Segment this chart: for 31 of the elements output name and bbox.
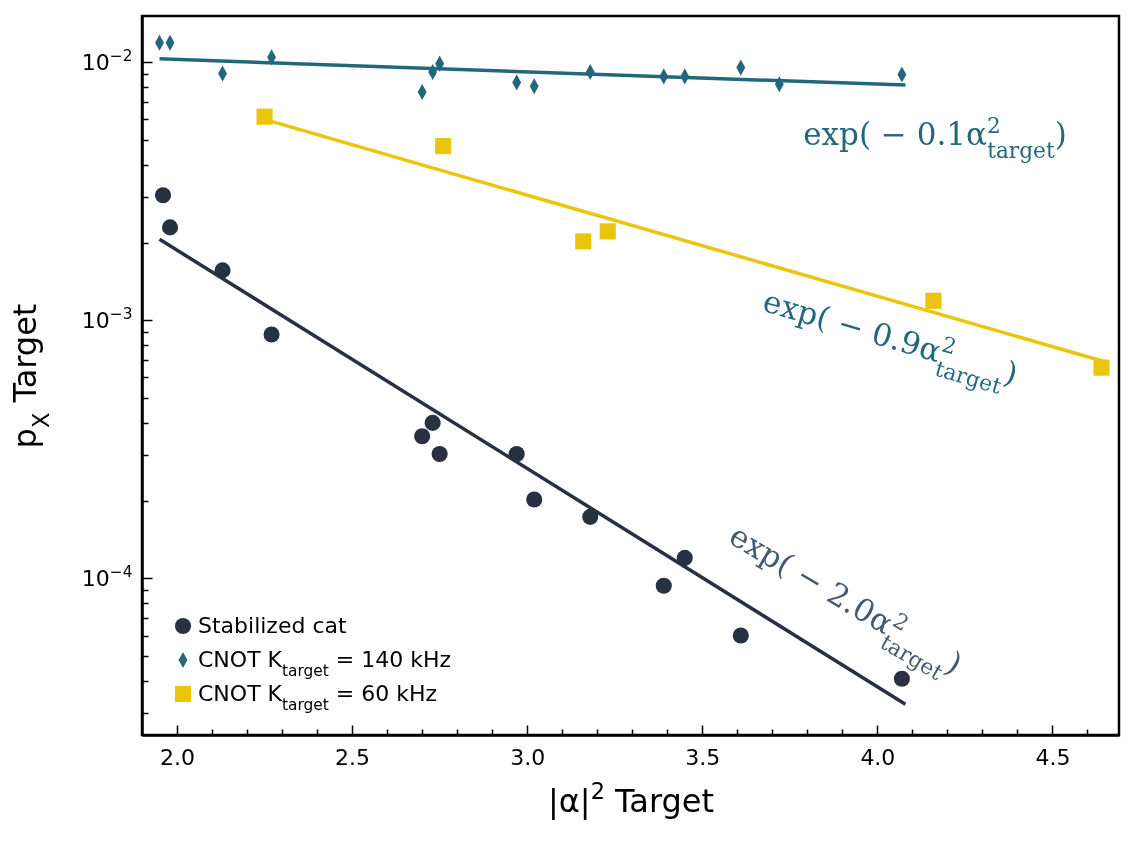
legend-label: Stabilized cat [198, 613, 347, 638]
point [431, 446, 448, 463]
x-tick-label: 2.5 [335, 744, 371, 770]
point [599, 223, 616, 240]
legend-label: CNOT K$_{target}$ = 60 kHz [198, 681, 438, 714]
y-tick-label: 10$^{−4}$ [81, 562, 133, 591]
y-tick-label: 10$^{−3}$ [81, 304, 133, 333]
x-tick-label: 2.0 [160, 744, 196, 770]
x-tick-label: 3.5 [685, 744, 721, 770]
point [925, 292, 942, 309]
annotation: exp( − 0.9α$^{2}$$_{target}$) [759, 282, 1023, 399]
point [424, 414, 441, 431]
annotation: exp( − 0.1α$^{2}$$_{target}$) [803, 112, 1067, 163]
point [526, 491, 543, 508]
x-tick-label: 4.5 [1035, 744, 1071, 770]
point [1093, 359, 1110, 376]
x-tick-label: 4.0 [860, 744, 896, 770]
point [161, 219, 179, 236]
x-axis-title: |α|$^{2}$ Target [547, 777, 715, 820]
point [732, 627, 749, 644]
point [154, 187, 172, 204]
point [414, 428, 431, 445]
point [263, 326, 280, 343]
point [435, 138, 452, 155]
point [655, 577, 672, 594]
point [575, 233, 592, 250]
legend-label: CNOT K$_{target}$ = 140 kHz [198, 647, 452, 680]
x-tick-label: 3.0 [510, 744, 546, 770]
point [582, 508, 599, 525]
point [676, 549, 693, 566]
y-tick-label: 10$^{−2}$ [81, 46, 133, 75]
